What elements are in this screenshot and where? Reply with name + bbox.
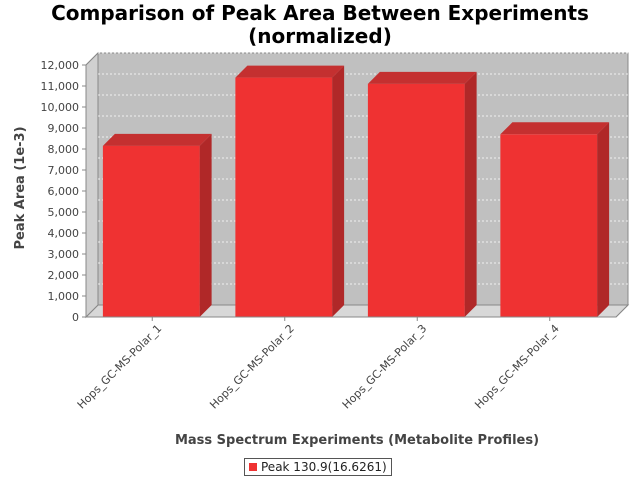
legend-swatch bbox=[249, 463, 257, 471]
chart-title-line-2: (normalized) bbox=[248, 24, 392, 48]
y-tick-label: 6,000 bbox=[48, 185, 80, 198]
y-tick-label: 1,000 bbox=[48, 290, 80, 303]
x-tick-label: Hops_GC-MS-Polar_2 bbox=[207, 322, 297, 412]
chart-title: Comparison of Peak Area Between Experime… bbox=[0, 2, 640, 48]
x-tick-label: Hops_GC-MS-Polar_3 bbox=[340, 322, 430, 412]
y-tick-label: 7,000 bbox=[48, 164, 80, 177]
x-axis-ticks: Hops_GC-MS-Polar_1 Hops_GC-MS-Polar_2 Hops… bbox=[75, 317, 562, 411]
chart-title-line-1: Comparison of Peak Area Between Experime… bbox=[51, 1, 589, 25]
x-axis-title: Mass Spectrum Experiments (Metabolite Pr… bbox=[175, 433, 539, 448]
bar-top bbox=[367, 71, 477, 84]
bar-side bbox=[332, 65, 345, 317]
plot-left-wall bbox=[85, 51, 99, 319]
bar bbox=[500, 134, 598, 317]
y-tick-label: 10,000 bbox=[41, 101, 80, 114]
bar bbox=[235, 77, 333, 317]
y-tick-label: 11,000 bbox=[41, 80, 80, 93]
y-tick-label: 4,000 bbox=[48, 227, 80, 240]
y-tick-label: 0 bbox=[72, 311, 79, 324]
bar-top bbox=[500, 122, 610, 135]
bar bbox=[102, 145, 200, 317]
bars bbox=[102, 65, 610, 318]
y-axis-ticks: 0 1,000 2,000 3,000 4,000 5,000 6,000 7,000 8,00… bbox=[41, 59, 86, 324]
x-tick-label: Hops_GC-MS-Polar_4 bbox=[472, 322, 562, 412]
y-axis-title: Peak Area (1e-3) bbox=[13, 126, 28, 249]
bar-side bbox=[597, 122, 610, 317]
bar bbox=[367, 83, 465, 318]
bar-top bbox=[235, 65, 345, 78]
y-tick-label: 3,000 bbox=[48, 248, 80, 261]
bar-side bbox=[464, 71, 477, 318]
bar-top bbox=[102, 133, 212, 146]
legend-label: Peak 130.9(16.6261) bbox=[261, 460, 387, 474]
y-tick-label: 2,000 bbox=[48, 269, 80, 282]
y-tick-label: 8,000 bbox=[48, 143, 80, 156]
y-tick-label: 9,000 bbox=[48, 122, 80, 135]
y-tick-label: 5,000 bbox=[48, 206, 80, 219]
legend: Peak 130.9(16.6261) bbox=[244, 458, 392, 476]
x-tick-label: Hops_GC-MS-Polar_1 bbox=[75, 322, 165, 412]
bar-side bbox=[199, 133, 212, 317]
y-tick-label: 12,000 bbox=[41, 59, 80, 72]
